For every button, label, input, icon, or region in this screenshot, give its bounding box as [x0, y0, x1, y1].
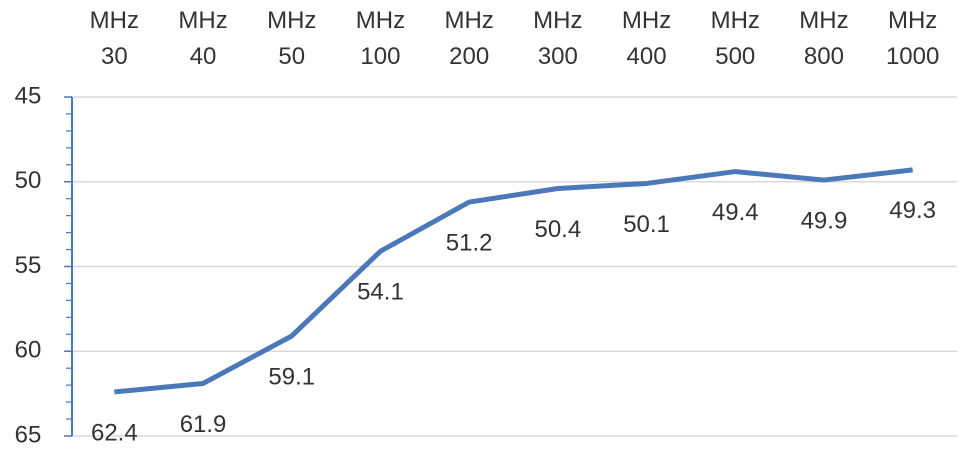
x-tick-label: MHz 200 [444, 7, 493, 70]
data-label: 49.3 [889, 197, 936, 224]
y-tick-label: 55 [15, 252, 42, 279]
data-label: 61.9 [180, 411, 227, 438]
y-tick-label: 60 [15, 337, 42, 364]
data-label: 62.4 [91, 419, 138, 446]
data-label: 49.4 [712, 199, 759, 226]
x-tick-label: MHz 500 [711, 7, 760, 70]
data-label: 59.1 [268, 363, 315, 390]
x-tick-label: MHz 30 [90, 7, 139, 70]
y-tick-label: 45 [15, 82, 42, 109]
data-label: 49.9 [801, 207, 848, 234]
x-tick-label: MHz 800 [799, 7, 848, 70]
x-tick-label: MHz 1000 [886, 7, 939, 70]
data-label: 50.1 [623, 211, 670, 238]
data-line [114, 167, 913, 395]
y-tick-label: 50 [15, 167, 42, 194]
x-tick-label: MHz 100 [356, 7, 405, 70]
x-tick-label: MHz 40 [178, 7, 227, 70]
x-tick-label: MHz 300 [533, 7, 582, 70]
x-tick-label: MHz 400 [622, 7, 671, 70]
x-tick-label: MHz 50 [267, 7, 316, 70]
data-label: 51.2 [446, 229, 493, 256]
data-label: 54.1 [357, 279, 404, 306]
data-label: 50.4 [534, 216, 581, 243]
y-tick-label: 65 [15, 421, 42, 448]
